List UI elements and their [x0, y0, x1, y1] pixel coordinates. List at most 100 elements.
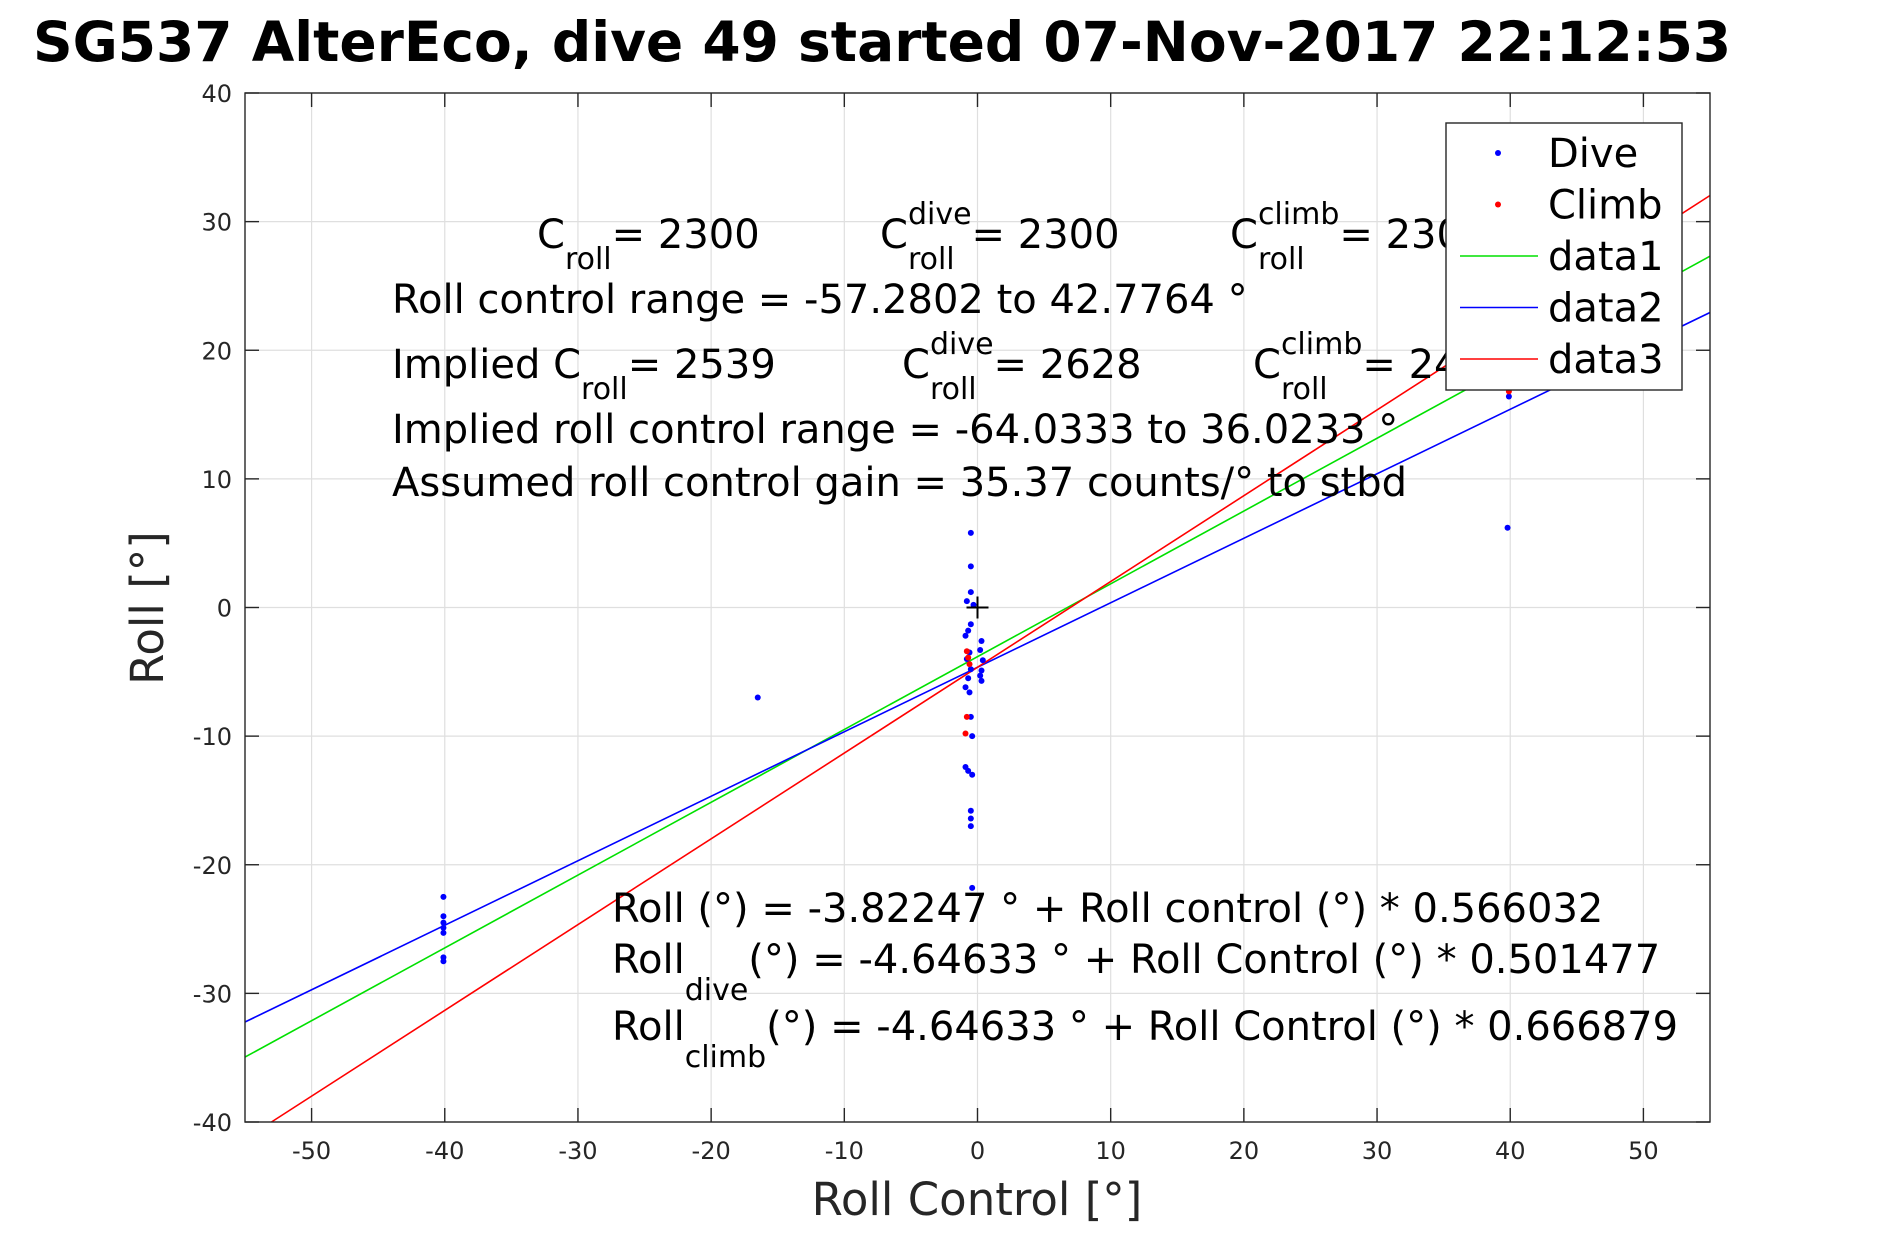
legend-label-climb: Climb	[1548, 183, 1663, 229]
c-roll-dive-sup: dive	[908, 197, 972, 232]
fit-equation-climb-sub: climb	[685, 1040, 766, 1075]
dive-point	[965, 767, 972, 774]
roll-control-range: Roll control range = -57.2802 to 42.7764…	[392, 277, 1248, 323]
origin-marker	[966, 596, 989, 619]
dive-point	[440, 919, 447, 926]
c-roll-value: = 2300	[612, 212, 760, 258]
dive-point	[1504, 524, 1511, 531]
climb-point	[965, 654, 972, 661]
c-roll-sub: roll	[565, 242, 612, 277]
dive-point	[966, 689, 973, 696]
dive-point	[978, 637, 985, 644]
c-roll-dive-value: = 2300	[972, 212, 1120, 258]
implied-c-roll-climb-letter: C	[1253, 342, 1281, 388]
climb-point	[962, 730, 969, 737]
x-tick-label: 0	[970, 1137, 985, 1165]
dive-point	[967, 815, 974, 822]
legend-label-dive: Dive	[1548, 131, 1638, 177]
dive-point	[962, 632, 969, 639]
dive-point	[967, 807, 974, 814]
dive-point	[440, 924, 447, 931]
implied-c-roll-dive-sup: dive	[930, 327, 994, 362]
dive-point	[967, 529, 974, 536]
dive-point	[969, 771, 976, 778]
y-tick-label: 20	[201, 337, 232, 365]
implied-c-roll-dive-value: = 2628	[994, 342, 1142, 388]
legend-label-data3: data3	[1548, 337, 1664, 383]
x-tick-label: -30	[558, 1137, 597, 1165]
implied-c-roll-sub: roll	[581, 372, 628, 407]
implied-c-roll-climb-sup: climb	[1281, 327, 1362, 362]
x-tick-label: 10	[1095, 1137, 1126, 1165]
dive-point	[978, 667, 985, 674]
x-tick-label: 30	[1362, 1137, 1393, 1165]
dive-point	[970, 601, 977, 608]
climb-point	[963, 648, 970, 655]
y-tick-label: -30	[193, 980, 232, 1008]
dive-point	[967, 823, 974, 830]
fit-equation-dive-sub: dive	[685, 973, 749, 1008]
y-tick-label: 10	[201, 466, 232, 494]
axes	[244, 92, 1711, 1123]
implied-c-roll-climb-sub: roll	[1281, 372, 1328, 407]
implied-c-roll-dive-letter: C	[902, 342, 930, 388]
dive-point	[967, 666, 974, 673]
dive-point	[440, 893, 447, 900]
y-axis-label: Roll [°]	[121, 531, 174, 685]
dive-point	[754, 694, 761, 701]
dive-point	[969, 733, 976, 740]
y-tick-label: -20	[193, 852, 232, 880]
legend-label-data1: data1	[1548, 234, 1664, 280]
dive-point	[1505, 393, 1512, 400]
y-tick-label: -10	[193, 723, 232, 751]
c-roll-letter: C	[537, 212, 565, 258]
dive-point	[962, 684, 969, 691]
x-tick-label: -40	[425, 1137, 464, 1165]
implied-c-roll-value: = 2539	[628, 342, 776, 388]
dive-point	[965, 675, 972, 682]
assumed-roll-gain: Assumed roll control gain = 35.37 counts…	[392, 460, 1407, 506]
dive-point	[967, 589, 974, 596]
legend: Dive Climb data1 data2 data3	[1445, 122, 1683, 391]
x-tick-label: 40	[1495, 1137, 1526, 1165]
x-axis-label: Roll Control [°]	[812, 1173, 1143, 1226]
dive-point	[969, 884, 976, 891]
c-roll-climb-sub: roll	[1258, 242, 1305, 277]
implied-roll-control-range: Implied roll control range = -64.0333 to…	[392, 407, 1398, 453]
legend-marker-climb	[1495, 201, 1501, 208]
y-tick-label: 40	[201, 80, 232, 108]
c-roll-climb-letter: C	[1230, 212, 1258, 258]
dive-point	[440, 929, 447, 936]
x-tick-label: -50	[292, 1137, 331, 1165]
implied-c-roll-dive-sub: roll	[930, 372, 977, 407]
implied-c-roll-letter: Implied C	[392, 342, 581, 388]
legend-label-data2: data2	[1548, 286, 1664, 332]
dive-point	[977, 672, 984, 679]
x-tick-label: 20	[1229, 1137, 1260, 1165]
dive-point	[963, 598, 970, 605]
y-tick-label: 30	[201, 209, 232, 237]
chart-title: SG537 AlterEco, dive 49 started 07-Nov-2…	[33, 10, 1731, 74]
fit-equation-dive-pre: Roll	[612, 937, 685, 983]
dive-point	[967, 621, 974, 628]
x-tick-label: -10	[825, 1137, 864, 1165]
y-tick-label: 0	[217, 595, 232, 623]
x-tick-label: 50	[1628, 1137, 1659, 1165]
y-tick-label: -40	[193, 1109, 232, 1137]
dive-point	[978, 677, 985, 684]
dive-point	[967, 563, 974, 570]
fit-equation-dive-post: (°) = -4.64633 ° + Roll Control (°) * 0.…	[748, 937, 1660, 983]
fit-equation-climb-post: (°) = -4.64633 ° + Roll Control (°) * 0.…	[766, 1004, 1678, 1050]
fit-equation-climb-pre: Roll	[612, 1004, 685, 1050]
dive-point	[965, 627, 972, 634]
x-tick-label: -20	[692, 1137, 731, 1165]
dive-point	[440, 913, 447, 920]
climb-point	[963, 713, 970, 720]
